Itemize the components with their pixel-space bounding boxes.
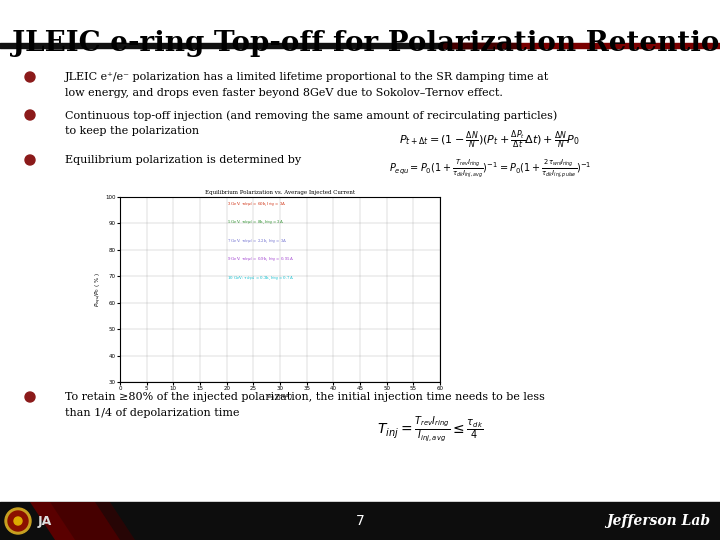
Text: 5 GeV: $\tau_{depol}$ = 8h, $I_{ring}$ = 3A: 5 GeV: $\tau_{depol}$ = 8h, $I_{ring}$ =…: [227, 218, 284, 227]
Y-axis label: $P_{equ}/P_0$ ( % ): $P_{equ}/P_0$ ( % ): [94, 272, 104, 307]
Text: JLEIC e-ring Top-off for Polarization Retention: JLEIC e-ring Top-off for Polarization Re…: [12, 30, 720, 57]
Text: JA: JA: [38, 515, 53, 528]
Circle shape: [14, 517, 22, 525]
Text: 7: 7: [356, 514, 364, 528]
Text: Continuous top-off injection (and removing the same amount of recirculating part: Continuous top-off injection (and removi…: [65, 110, 557, 120]
X-axis label: $I_{inj}$ ( mA ): $I_{inj}$ ( mA ): [266, 393, 293, 403]
Text: 10 GeV: $\tau_{depol}$ = 0.3h, $I_{ring}$ = 0.7A: 10 GeV: $\tau_{depol}$ = 0.3h, $I_{ring}…: [227, 274, 294, 282]
Text: To retain ≥80% of the injected polarization, the initial injection time needs to: To retain ≥80% of the injected polarizat…: [65, 392, 545, 402]
Text: JLEIC e⁺/e⁻ polarization has a limited lifetime proportional to the SR damping t: JLEIC e⁺/e⁻ polarization has a limited l…: [65, 72, 549, 82]
Text: to keep the polarization: to keep the polarization: [65, 126, 199, 136]
Text: Equilibrium polarization is determined by: Equilibrium polarization is determined b…: [65, 155, 301, 165]
Polygon shape: [50, 502, 135, 540]
Text: 7 GeV: $\tau_{depol}$ = 2.2h, $I_{ring}$ = 3A: 7 GeV: $\tau_{depol}$ = 2.2h, $I_{ring}$…: [227, 237, 287, 246]
Circle shape: [25, 155, 35, 165]
Text: than 1/4 of depolarization time: than 1/4 of depolarization time: [65, 408, 240, 418]
Circle shape: [25, 72, 35, 82]
Text: $P_{t+\Delta t} = (1 - \frac{\Delta N}{N})(P_t + \frac{\Delta P_t}{\Delta t}\Del: $P_{t+\Delta t} = (1 - \frac{\Delta N}{N…: [400, 128, 580, 151]
Circle shape: [25, 110, 35, 120]
Circle shape: [8, 511, 28, 531]
Text: $T_{inj} = \frac{T_{rev}I_{ring}}{I_{inj,avg}} \leq \frac{\tau_{dk}}{4}$: $T_{inj} = \frac{T_{rev}I_{ring}}{I_{inj…: [377, 414, 483, 444]
Polygon shape: [30, 502, 120, 540]
Circle shape: [5, 508, 31, 534]
Title: Equilibrium Polarization vs. Average Injected Current: Equilibrium Polarization vs. Average Inj…: [205, 190, 355, 195]
Text: $P_{equ} = P_0(1 + \frac{T_{rev}I_{ring}}{\tau_{dk}I_{inj,avg}})^{-1} = P_0(1 + : $P_{equ} = P_0(1 + \frac{T_{rev}I_{ring}…: [389, 157, 591, 180]
Text: 9 GeV: $\tau_{depol}$ = 0.9h, $I_{ring}$ = 0.95A: 9 GeV: $\tau_{depol}$ = 0.9h, $I_{ring}$…: [227, 255, 294, 264]
Text: Jefferson Lab: Jefferson Lab: [606, 514, 710, 528]
Text: low energy, and drops even faster beyond 8GeV due to Sokolov–Ternov effect.: low energy, and drops even faster beyond…: [65, 88, 503, 98]
Circle shape: [25, 392, 35, 402]
Text: 3 GeV: $\tau_{depol}$ = 60h, $I_{ring}$ = 3A: 3 GeV: $\tau_{depol}$ = 60h, $I_{ring}$ …: [227, 200, 287, 208]
